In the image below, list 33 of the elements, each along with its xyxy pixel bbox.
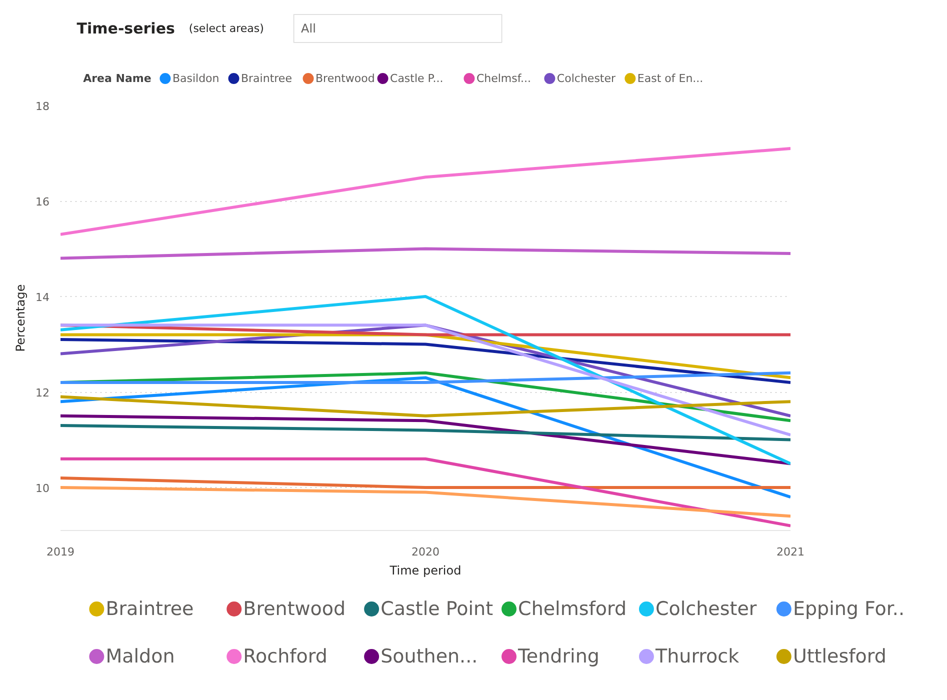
category-label: Braintree [106,598,194,620]
legend-title: Area Name [83,72,152,85]
legend-label: East of En... [637,72,704,85]
category-label: Rochford [243,646,328,668]
y-tick-label: 16 [36,196,50,209]
chart-subtitle: (select areas) [188,22,264,35]
legend-label: Castle P... [390,72,444,85]
x-axis-title: Time period [388,564,462,578]
text: All [301,22,316,36]
x-tick-label: 2020 [412,546,440,558]
category-label: Brentwood [243,598,346,620]
legend-label: Colchester [556,72,616,85]
y-tick-label: 12 [36,386,50,400]
category-label: Maldon [106,646,175,668]
y-tick-label: 14 [36,291,50,304]
chart-title: Time-series [76,20,175,38]
category-label: Castle Point [380,598,494,620]
category-label: Southen... [380,646,478,668]
category-label: Tendring [517,646,600,668]
x-tick-label: 2021 [776,546,805,558]
category-label: Uttlesford [792,646,886,668]
y-tick-label: 10 [36,482,50,496]
x-tick-label: 2019 [46,546,75,558]
legend-label: Braintree [240,72,292,85]
category-label: Chelmsford [518,598,627,620]
category-label: Colchester [656,598,757,620]
legend-label: Brentwood [316,72,375,85]
legend-label: Chelmsf... [476,72,531,85]
category-label: Thurrock [654,646,740,668]
legend-label: Basildon [172,72,220,85]
y-axis-title: Percentage [14,284,28,352]
category-label: Epping For.. [792,598,905,620]
y-tick-label: 18 [36,100,50,113]
